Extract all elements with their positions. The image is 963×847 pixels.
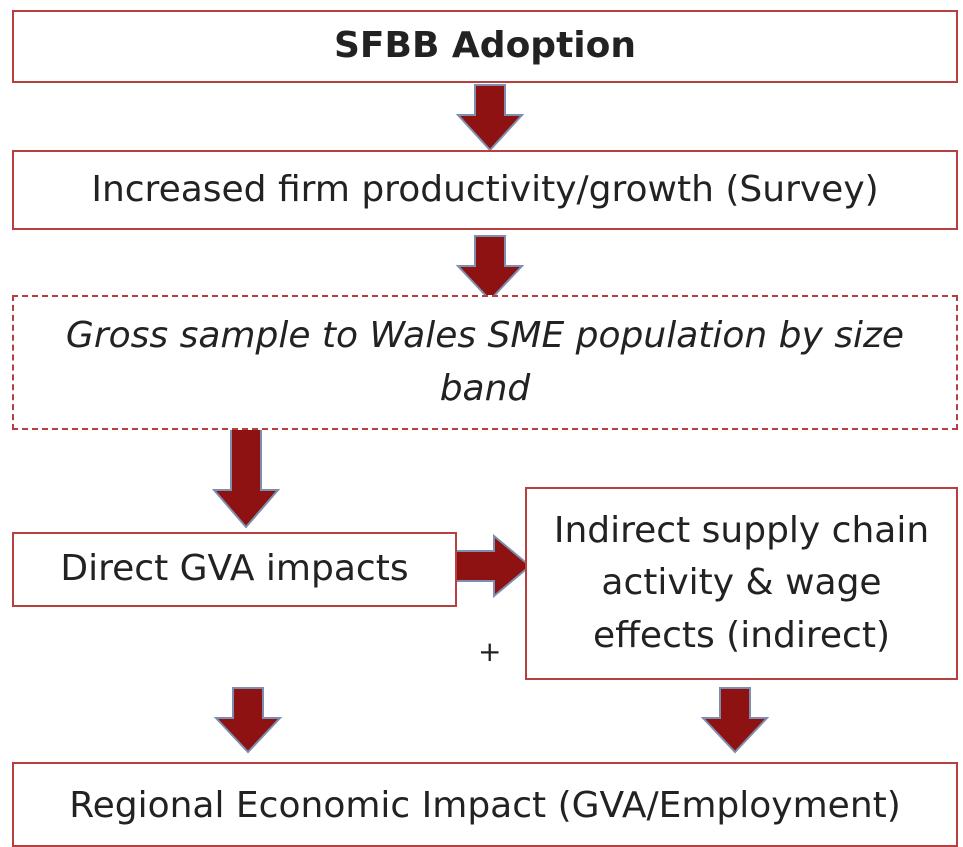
node: Increased firm productivity/growth (Surv… bbox=[12, 150, 958, 230]
diagram: SFBB Adoption Increased firm productivit… bbox=[12, 10, 958, 847]
plus-sign: + bbox=[478, 635, 502, 668]
arrow-right bbox=[449, 533, 532, 599]
arrows bbox=[211, 84, 770, 754]
node: Regional Economic Impact (GVA/Employment… bbox=[12, 762, 958, 847]
arrow-down bbox=[211, 427, 281, 529]
arrow-down bbox=[700, 687, 770, 754]
node: Gross sample to Wales SME population by … bbox=[12, 295, 958, 430]
node: Direct GVA impacts bbox=[12, 532, 457, 607]
node: SFBB Adoption bbox=[12, 10, 958, 83]
arrow-down bbox=[455, 84, 525, 152]
node: Indirect supply chain activity & wage ef… bbox=[525, 487, 958, 680]
arrow-down bbox=[213, 687, 283, 754]
arrow-down bbox=[455, 235, 525, 302]
